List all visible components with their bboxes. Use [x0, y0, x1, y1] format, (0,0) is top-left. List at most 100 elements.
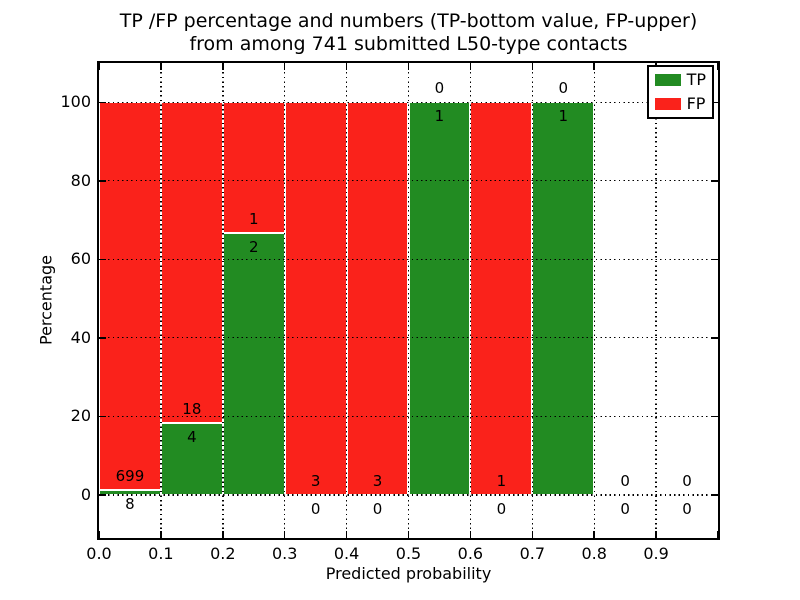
grid-line-x-1 — [160, 63, 162, 538]
fp-count-label-7: 0 — [558, 79, 569, 98]
x-tick-mark-top — [283, 63, 286, 70]
y-tick-mark-left — [99, 337, 106, 339]
tp-count-label-6: 0 — [496, 499, 507, 518]
x-tick-label-0.8: 0.8 — [581, 544, 607, 563]
legend-swatch-fp — [654, 98, 681, 110]
y-tick-label-20: 20 — [70, 406, 91, 426]
y-axis-label: Percentage — [36, 254, 56, 346]
x-tick-mark-bottom — [407, 531, 410, 538]
x-tick-mark-bottom — [469, 531, 472, 538]
x-tick-label-0.2: 0.2 — [210, 544, 236, 563]
fp-count-label-2: 1 — [248, 210, 259, 229]
fp-bar-0 — [99, 102, 161, 491]
grid-line-x-3 — [284, 63, 286, 538]
y-tick-mark-left — [99, 415, 106, 418]
legend-label-tp: TP — [686, 70, 706, 89]
y-tick-mark-right — [711, 180, 718, 182]
grid-line-x-7 — [531, 63, 533, 538]
x-axis-label: Predicted probability — [325, 564, 492, 583]
x-tick-mark-bottom — [593, 531, 595, 538]
chart-title-line-1: TP /FP percentage and numbers (TP-bottom… — [119, 10, 698, 32]
x-tick-mark-top — [531, 63, 534, 70]
legend-entry-tp: TP — [654, 70, 706, 89]
x-tick-label-0.5: 0.5 — [395, 544, 422, 563]
fp-count-label-5: 0 — [434, 79, 445, 98]
y-tick-label-40: 40 — [70, 327, 91, 347]
x-tick-mark-top — [469, 63, 472, 70]
tp-count-label-3: 0 — [310, 499, 321, 518]
tp-count-label-2: 2 — [248, 238, 259, 257]
fp-bar-1 — [160, 102, 223, 424]
grid-line-x-6 — [469, 63, 472, 538]
tp-count-label-7: 1 — [558, 107, 569, 126]
tp-bar-5 — [408, 102, 471, 495]
x-tick-label-0.4: 0.4 — [333, 544, 360, 563]
tp-count-label-9: 0 — [682, 499, 692, 518]
y-tick-mark-left — [99, 494, 106, 496]
x-tick-mark-bottom — [531, 531, 534, 538]
grid-line-x-4 — [345, 63, 348, 538]
legend: TP FP — [646, 65, 714, 119]
y-tick-mark-left — [99, 258, 106, 261]
tp-count-label-5: 1 — [434, 107, 445, 126]
grid-line-x-9 — [655, 63, 657, 538]
x-tick-label-0.6: 0.6 — [457, 544, 484, 563]
x-tick-mark-bottom — [160, 531, 162, 538]
y-tick-mark-left — [99, 180, 106, 182]
tp-count-label-4: 0 — [372, 499, 383, 518]
tp-bar-2 — [222, 233, 285, 495]
x-tick-mark-bottom — [345, 531, 348, 538]
y-tick-label-100: 100 — [60, 92, 91, 112]
tp-count-label-1: 4 — [187, 428, 197, 447]
x-tick-mark-bottom — [283, 531, 286, 538]
fp-count-label-4: 3 — [372, 471, 383, 490]
tp-count-label-8: 0 — [620, 499, 630, 518]
fp-count-label-9: 0 — [682, 471, 692, 490]
fp-count-label-0: 699 — [115, 467, 145, 486]
tp-count-label-0: 8 — [125, 495, 135, 514]
y-tick-label-60: 60 — [70, 249, 91, 269]
x-tick-mark-bottom — [717, 531, 719, 538]
y-tick-mark-right — [711, 494, 718, 496]
x-tick-label-0.1: 0.1 — [148, 544, 174, 563]
x-tick-mark-bottom — [98, 531, 100, 538]
plot-area: TP FP 699 8 18 4 1 2 3 0 3 0 0 1 1 0 0 1 0 0 0 0 0.0 0.1 0.2 0.3… — [60, 61, 720, 563]
y-tick-mark-right — [711, 258, 718, 261]
y-tick-mark-right — [711, 337, 718, 339]
y-tick-label-0: 0 — [80, 484, 91, 504]
x-tick-mark-top — [717, 63, 719, 70]
legend-entry-fp: FP — [654, 94, 706, 113]
legend-label-fp: FP — [686, 94, 706, 113]
x-tick-mark-top — [222, 63, 224, 70]
fp-bar-3 — [284, 102, 347, 495]
fp-bar-6 — [470, 102, 533, 495]
x-tick-mark-top — [345, 63, 348, 70]
legend-swatch-tp — [654, 74, 681, 86]
y-tick-mark-right — [711, 101, 718, 103]
chart-title: TP /FP percentage and numbers (TP-bottom… — [97, 10, 720, 56]
tp-bar-7 — [532, 102, 595, 495]
grid-line-x-8 — [593, 63, 595, 538]
x-tick-mark-bottom — [655, 531, 657, 538]
x-tick-label-0.0: 0.0 — [86, 544, 112, 563]
x-tick-mark-top — [98, 63, 100, 70]
fp-count-label-3: 3 — [310, 471, 321, 490]
x-tick-label-0.3: 0.3 — [271, 544, 298, 563]
chart-title-line-2: from among 741 submitted L50-type contac… — [189, 33, 628, 55]
y-tick-mark-right — [711, 415, 718, 418]
x-tick-mark-top — [407, 63, 410, 70]
y-tick-label-80: 80 — [70, 170, 91, 190]
y-tick-mark-left — [99, 101, 106, 103]
x-tick-label-0.7: 0.7 — [519, 544, 546, 563]
fp-count-label-1: 18 — [182, 400, 202, 419]
fp-count-label-8: 0 — [620, 471, 630, 490]
fp-bar-4 — [346, 102, 409, 495]
fp-count-label-6: 1 — [496, 471, 507, 490]
x-tick-mark-top — [593, 63, 595, 70]
grid-line-x-5 — [407, 63, 410, 538]
x-tick-mark-bottom — [222, 531, 224, 538]
x-tick-mark-top — [160, 63, 162, 70]
x-tick-label-0.9: 0.9 — [643, 544, 669, 563]
grid-line-x-2 — [222, 63, 224, 538]
